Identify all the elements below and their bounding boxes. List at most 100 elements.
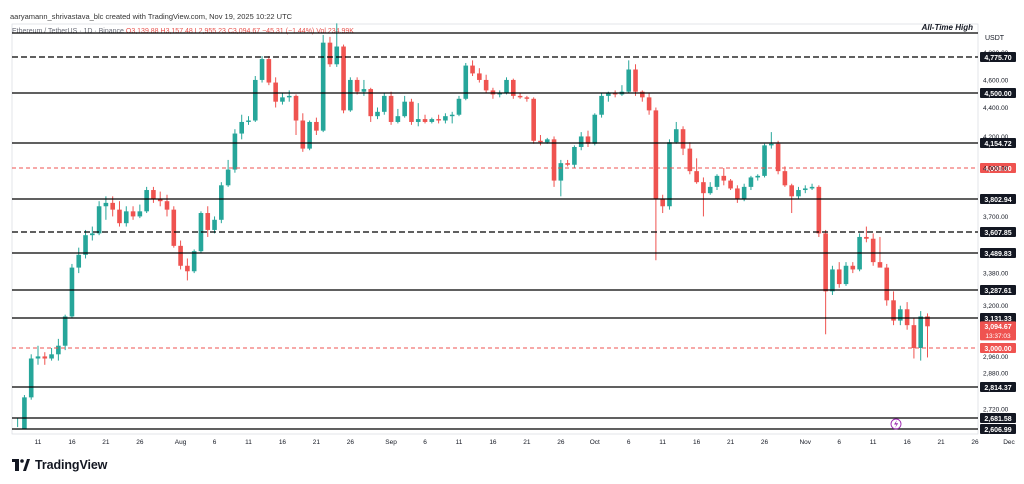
symbol-title: Ethereum / TetherUS · 1D · Binance (12, 28, 124, 35)
candle (381, 93, 387, 115)
candle-body (850, 265, 856, 270)
candle (891, 291, 896, 326)
candle-body (429, 119, 435, 122)
ohlc-values: O3,139.88 H3,157.48 L2,955.23 C3,094.67 … (125, 28, 315, 35)
candle (123, 206, 129, 227)
candle-body (103, 202, 109, 207)
candle (918, 311, 923, 361)
candle-body (171, 209, 177, 246)
candle-body (925, 316, 930, 327)
candle (164, 194, 170, 217)
chart-frame (11, 23, 979, 435)
candle-body (701, 182, 706, 194)
candle (755, 174, 761, 181)
candle (551, 136, 557, 187)
price-tick-label: 4,400.00 (983, 105, 1009, 112)
level-price-label: 4,154.72 (984, 141, 1011, 148)
candle (185, 258, 190, 281)
candle-body (117, 209, 122, 224)
candle-body (640, 91, 645, 98)
candle (477, 68, 482, 83)
candle-body (673, 129, 679, 143)
candle (721, 168, 727, 186)
candle (90, 226, 95, 241)
candle-body (918, 316, 923, 348)
price-tick-label: 3,700.00 (983, 214, 1009, 221)
candle-body (504, 79, 509, 93)
candle (219, 182, 224, 224)
candle (252, 76, 258, 122)
date-tick-label: 21 (937, 439, 945, 446)
candle-body (436, 119, 441, 121)
event-marker-icon[interactable] (890, 418, 902, 430)
candle-body (415, 119, 421, 122)
date-tick-label: 16 (489, 439, 497, 446)
price-levels: All-Time High (12, 23, 978, 430)
candle (198, 211, 204, 253)
date-tick-label: 6 (837, 439, 841, 446)
candle-body (585, 136, 591, 144)
candle (76, 247, 82, 274)
candle-body (626, 69, 632, 92)
candle-body (802, 188, 808, 191)
candle (857, 233, 862, 272)
candle (110, 196, 115, 217)
candle (646, 93, 652, 115)
level-price-label: 4,000.00 (984, 166, 1011, 173)
candle (633, 64, 638, 96)
tradingview-logo-icon (12, 459, 30, 471)
candle-body (76, 254, 82, 268)
candle-body (612, 93, 618, 95)
level-price-tag (980, 88, 1016, 98)
candle (728, 179, 733, 191)
candle-body (864, 236, 869, 239)
candle-body (796, 190, 801, 197)
candle-body (898, 309, 903, 321)
candle (735, 185, 740, 203)
candle-body (110, 202, 115, 210)
candle-body (286, 95, 292, 98)
candle-body (252, 79, 258, 121)
candle-body (769, 143, 774, 146)
candle-body (320, 42, 326, 131)
candle (280, 93, 285, 105)
candle-body (178, 245, 183, 266)
candle (694, 158, 699, 184)
level-price-tag (980, 313, 1016, 323)
candle (572, 145, 577, 168)
candle (673, 121, 679, 144)
candle-body (721, 175, 727, 181)
date-tick-label: Aug (175, 439, 187, 446)
level-price-tag (980, 343, 1016, 353)
candle-body (62, 316, 68, 346)
candle-body (83, 235, 88, 255)
date-tick-label: Nov (799, 439, 811, 446)
candle-body (273, 82, 278, 102)
candle (836, 262, 842, 288)
candle-body (517, 95, 523, 98)
candle-body (633, 69, 638, 92)
candle (144, 186, 149, 214)
date-tick-label: 6 (627, 439, 631, 446)
candle-body (395, 116, 401, 122)
tradingview-logo: TradingView (12, 458, 107, 472)
price-tick-label: 2,880.00 (983, 371, 1009, 378)
candle (769, 132, 774, 149)
candle (925, 313, 930, 358)
level-price-label: 4,775.70 (984, 55, 1011, 62)
candle-body (775, 143, 781, 172)
candle (232, 129, 238, 173)
price-tick-label: 2,960.00 (983, 354, 1009, 361)
candle-body (56, 345, 61, 355)
candle (904, 302, 910, 330)
level-price-label: 3,802.94 (984, 197, 1011, 204)
candle-body (531, 98, 536, 141)
candle-body (762, 145, 767, 176)
date-tick-label: Dec (1003, 439, 1015, 446)
candle-body (422, 119, 428, 122)
candle-body (212, 219, 217, 230)
candle-body (293, 95, 299, 121)
candle-body (35, 356, 41, 359)
candle (816, 185, 822, 237)
